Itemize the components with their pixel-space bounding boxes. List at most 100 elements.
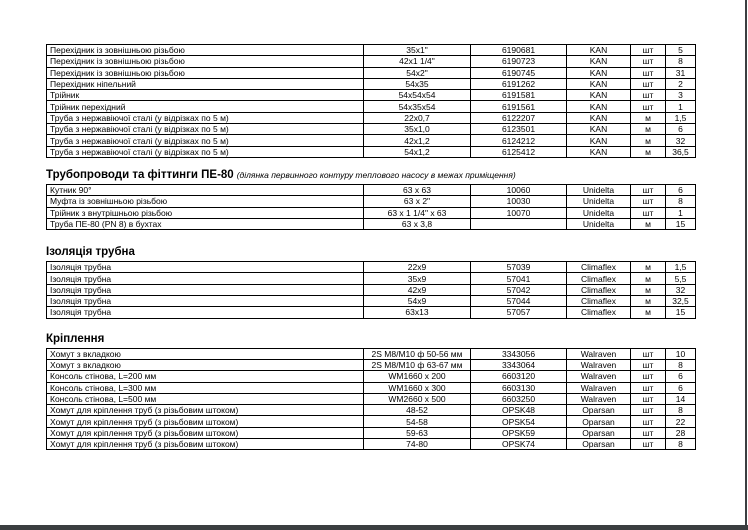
cell-brand: Unidelta: [566, 195, 631, 208]
cell-description: Хомут для кріплення труб (з різьбовим шт…: [46, 438, 364, 451]
cell-qty: 5,5: [665, 272, 696, 285]
cell-unit: шт: [630, 392, 666, 406]
cell-code: 57041: [470, 272, 567, 285]
cell-unit: шт: [630, 100, 666, 113]
cell-brand: KAN: [566, 66, 631, 79]
cell-description: Труба з нержавіючої сталі (у відрізках п…: [46, 123, 364, 136]
cell-description: Перехідник ніпельний: [46, 77, 364, 91]
cell-unit: шт: [630, 438, 666, 451]
cell-dimension: 54x35x54: [363, 100, 471, 113]
cell-qty: 31: [665, 66, 696, 79]
cell-unit: м: [630, 111, 666, 125]
cell-description: Консоль стінова, L=200 мм: [46, 370, 364, 383]
cell-qty: 8: [665, 404, 696, 417]
cell-qty: 1,5: [665, 111, 696, 125]
cell-description: Консоль стінова, L=500 мм: [46, 392, 364, 406]
cell-code: 6191581: [470, 89, 567, 102]
cell-brand: Walraven: [566, 381, 631, 394]
table-row: Ізоляція трубна 54x9 57044 Climaflex м 32,5: [46, 295, 696, 308]
cell-brand: Climaflex: [566, 261, 631, 274]
cell-qty: 14: [665, 392, 696, 406]
cell-brand: KAN: [566, 111, 631, 125]
cell-code: 6603250: [470, 392, 567, 406]
section-3: Кріплення Хомут з вкладкою 2S M8/M10 ф 50-…: [46, 333, 748, 451]
cell-brand: KAN: [566, 89, 631, 102]
cell-brand: KAN: [566, 77, 631, 91]
section-title-text: Кріплення: [46, 332, 105, 345]
cell-description: Кутник 90°: [46, 183, 364, 197]
cell-description: Перехідник із зовнішньою різьбою: [46, 66, 364, 79]
cell-qty: 32: [665, 134, 696, 147]
cell-code: 6124212: [470, 134, 567, 147]
cell-unit: м: [630, 134, 666, 147]
table-row: Трійник з внутрішньою різьбою 63 x 1 1/4"…: [46, 206, 696, 219]
cell-dimension: 48-52: [363, 404, 471, 417]
section-1: Трубопроводи та фіттинги ПЕ-80 (ділянка п…: [46, 168, 748, 231]
cell-code: 10060: [470, 183, 567, 197]
table-row: Ізоляція трубна 63x13 57057 Climaflex м 15: [46, 306, 696, 319]
cell-dimension: 22x0,7: [363, 111, 471, 125]
cell-code: 57039: [470, 261, 567, 274]
cell-qty: 32: [665, 283, 696, 297]
table-row: Консоль стінова, L=300 мм WM1660 x 300 660…: [46, 381, 696, 394]
cell-qty: 15: [665, 306, 696, 319]
cell-dimension: WM1660 x 200: [363, 370, 471, 383]
table-row: Консоль стінова, L=500 мм WM2660 x 500 660…: [46, 392, 696, 406]
cell-qty: 1: [665, 100, 696, 113]
cell-dimension: 54x9: [363, 295, 471, 308]
items-table: Кутник 90° 63 x 63 10060 Unidelta шт 6 Муфта і…: [46, 183, 696, 231]
table-row: Перехідник із зовнішньою різьбою 42x1 1/4…: [46, 55, 696, 68]
cell-brand: KAN: [566, 100, 631, 113]
cell-qty: 1: [665, 206, 696, 219]
cell-dimension: 74-80: [363, 438, 471, 451]
cell-unit: м: [630, 272, 666, 285]
cell-code: 57057: [470, 306, 567, 319]
table-row: Консоль стінова, L=200 мм WM1660 x 200 660…: [46, 370, 696, 383]
cell-qty: 6: [665, 370, 696, 383]
cell-qty: 1,5: [665, 261, 696, 274]
cell-qty: 5: [665, 43, 696, 57]
cell-dimension: 54x1,2: [363, 145, 471, 158]
cell-unit: шт: [630, 183, 666, 197]
cell-code: 6123501: [470, 123, 567, 136]
cell-qty: 8: [665, 438, 696, 451]
table-row: Трійник 54x54x54 6191581 KAN шт 3: [46, 89, 696, 102]
cell-code: 6190745: [470, 66, 567, 79]
cell-brand: Oparsan: [566, 415, 631, 428]
section-note: (ділянка первинного контуру теплового на…: [236, 169, 516, 180]
cell-unit: шт: [630, 426, 666, 440]
cell-unit: шт: [630, 195, 666, 208]
cell-description: Ізоляція трубна: [46, 306, 364, 319]
cell-unit: м: [630, 217, 666, 231]
table-row: Труба з нержавіючої сталі (у відрізках п…: [46, 123, 696, 136]
cell-description: Перехідник із зовнішньою різьбою: [46, 43, 364, 57]
materials-price-list: Перехідник із зовнішньою різьбою 35x1" 619…: [46, 43, 748, 451]
cell-brand: Oparsan: [566, 404, 631, 417]
cell-description: Труба ПЕ-80 (PN 8) в бухтах: [46, 217, 364, 231]
cell-code: 57044: [470, 295, 567, 308]
cell-unit: м: [630, 283, 666, 297]
section-title-text: Трубопроводи та фіттинги ПЕ-80: [46, 168, 234, 181]
cell-description: Хомут з вкладкою: [46, 347, 364, 360]
cell-unit: шт: [630, 415, 666, 428]
cell-unit: шт: [630, 206, 666, 219]
cell-qty: 2: [665, 77, 696, 91]
cell-dimension: 63 x 1 1/4" x 63: [363, 206, 471, 219]
table-row: Муфта із зовнішньою різьбою 63 x 2" 10030 U…: [46, 195, 696, 208]
cell-description: Хомут для кріплення труб (з різьбовим шт…: [46, 415, 364, 428]
cell-brand: KAN: [566, 55, 631, 68]
cell-unit: шт: [630, 89, 666, 102]
section-0: Перехідник із зовнішньою різьбою 35x1" 619…: [46, 43, 748, 158]
cell-brand: KAN: [566, 145, 631, 158]
cell-dimension: WM2660 x 500: [363, 392, 471, 406]
cell-qty: 28: [665, 426, 696, 440]
cell-dimension: 63 x 3,8: [363, 217, 471, 231]
cell-brand: Walraven: [566, 347, 631, 360]
cell-unit: шт: [630, 370, 666, 383]
table-row: Хомут з вкладкою 2S M8/M10 ф 50-56 мм 3343…: [46, 347, 696, 360]
cell-unit: шт: [630, 43, 666, 57]
cell-code: 6603130: [470, 381, 567, 394]
cell-qty: 3: [665, 89, 696, 102]
cell-description: Хомут для кріплення труб (з різьбовим шт…: [46, 404, 364, 417]
cell-unit: шт: [630, 358, 666, 372]
